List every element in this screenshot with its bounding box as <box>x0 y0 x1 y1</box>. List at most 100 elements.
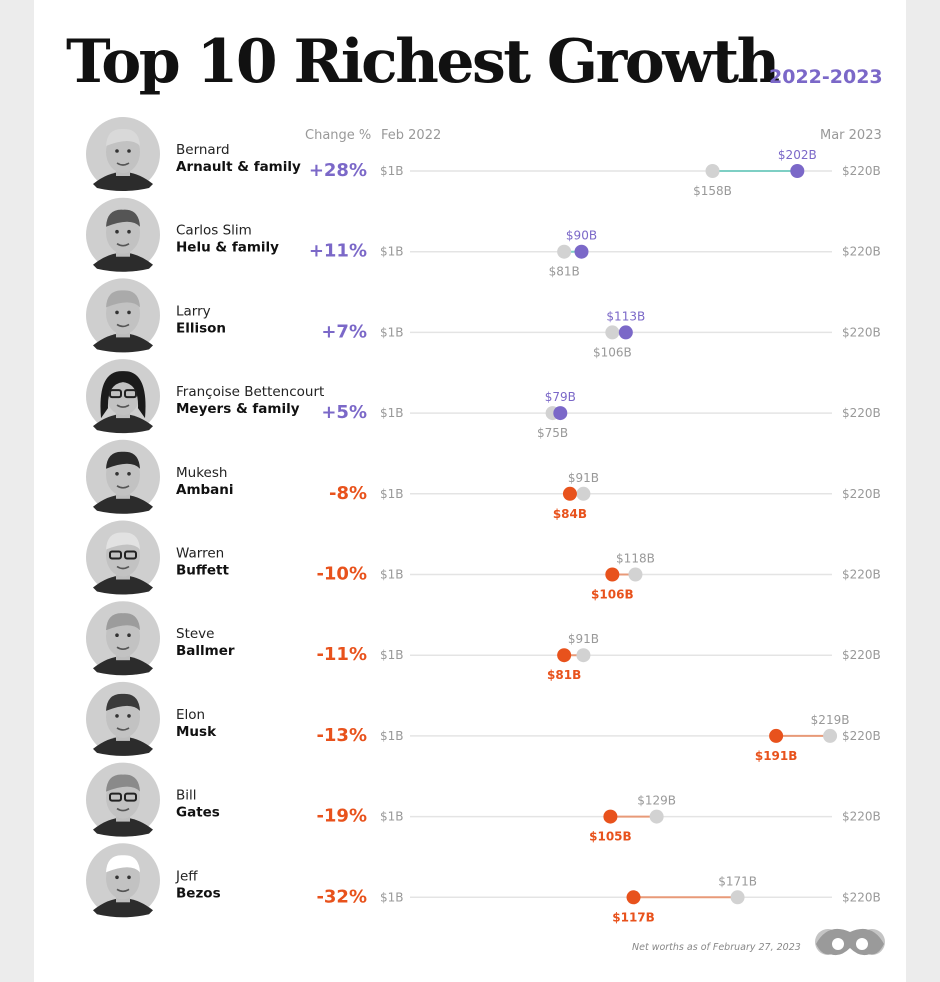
person-first-name: Elon <box>176 707 205 723</box>
avatar-hair <box>106 693 140 711</box>
axis-min-label: $1B <box>380 325 404 339</box>
person-last-name: Arnault & family <box>176 159 301 175</box>
avatar-eye <box>127 472 131 476</box>
avatar-shoulders <box>93 414 153 434</box>
avatar-hair <box>106 290 140 308</box>
avatar-gates <box>86 762 160 837</box>
end-value-label: $81B <box>547 668 581 682</box>
person-last-name: Ambani <box>176 482 234 498</box>
person-first-name: Larry <box>176 303 211 319</box>
end-value-label: $90B <box>566 229 597 243</box>
publisher-logo-icon <box>815 928 885 956</box>
end-column-header: Mar 2023 <box>820 128 882 143</box>
person-last-name: Bezos <box>176 885 221 901</box>
end-value-dot <box>553 406 568 421</box>
person-last-name: Helu & family <box>176 240 279 256</box>
person-last-name: Gates <box>176 805 220 821</box>
end-value-dot <box>603 809 618 824</box>
avatar-bezos <box>86 843 160 918</box>
change-percent: -8% <box>329 483 367 504</box>
person-last-name: Meyers & family <box>176 401 300 417</box>
axis-min-label: $1B <box>380 245 404 259</box>
axis-max-label: $220B <box>842 487 881 501</box>
axis-max-label: $220B <box>842 325 881 339</box>
avatar-shoulders <box>93 817 153 837</box>
avatar-bettencourt <box>86 359 160 434</box>
avatar-shoulders <box>93 172 153 191</box>
avatar-glasses <box>109 550 122 560</box>
change-percent: -32% <box>316 886 367 907</box>
avatar-mouth <box>116 243 130 247</box>
avatar-shoulders <box>93 575 153 595</box>
end-value-label: $79B <box>545 390 576 404</box>
avatar-eye <box>127 714 131 718</box>
axis-max-label: $220B <box>842 164 881 178</box>
avatar-shoulders <box>93 656 153 676</box>
avatar-glasses <box>109 389 122 399</box>
avatar-eye <box>127 633 131 637</box>
start-value-label: $171B <box>718 874 757 888</box>
axis-max-label: $220B <box>842 890 881 904</box>
axis-max-label: $220B <box>842 406 881 420</box>
person-first-name: Steve <box>176 626 214 642</box>
avatar-mouth <box>116 162 130 166</box>
start-value-label: $75B <box>537 426 568 440</box>
avatar-ellison <box>86 278 160 353</box>
axis-max-label: $220B <box>842 568 881 582</box>
start-value-label: $106B <box>593 345 632 359</box>
avatar-hair <box>106 774 140 792</box>
avatar-eye <box>127 875 131 880</box>
avatar-glasses <box>124 550 137 560</box>
avatar-mouth <box>116 565 130 570</box>
avatar-mouth <box>116 646 130 650</box>
axis-min-label: $1B <box>380 810 404 824</box>
axis-max-label: $220B <box>842 810 881 824</box>
avatar-mouth <box>116 485 130 489</box>
start-value-label: $158B <box>693 184 732 198</box>
avatar-mouth <box>116 807 130 812</box>
start-value-label: $91B <box>568 632 599 646</box>
axis-min-label: $1B <box>380 406 404 420</box>
end-value-dot <box>574 244 589 259</box>
start-column-header: Feb 2022 <box>381 128 442 143</box>
avatar-eye <box>115 229 119 234</box>
end-value-dot <box>769 728 784 743</box>
year-range: 2022-2023 <box>769 66 883 88</box>
change-percent: +5% <box>321 402 367 423</box>
avatar-glasses <box>109 792 122 802</box>
avatar-eye <box>127 229 131 234</box>
avatar-musk <box>86 681 160 756</box>
end-value-label: $84B <box>553 507 587 521</box>
avatar-mouth <box>116 727 130 731</box>
avatar-eye <box>115 714 119 718</box>
footnote: Net worths as of February 27, 2023 <box>632 942 801 953</box>
axis-max-label: $220B <box>842 648 881 662</box>
change-percent: -19% <box>316 806 367 827</box>
avatar-mouth <box>116 404 130 408</box>
avatar-hair <box>106 128 140 146</box>
start-value-dot <box>823 728 838 743</box>
avatar-shoulders <box>93 333 153 353</box>
end-value-label: $105B <box>589 830 632 844</box>
axis-max-label: $220B <box>842 245 881 259</box>
avatar-hair <box>106 209 140 227</box>
person-last-name: Buffett <box>176 563 229 579</box>
person-first-name: Jeff <box>175 868 198 884</box>
start-value-dot <box>576 486 591 501</box>
avatar-slim <box>86 197 160 272</box>
avatar-mouth <box>116 888 130 893</box>
end-value-label: $117B <box>612 910 655 924</box>
end-value-label: $106B <box>591 588 634 602</box>
end-value-dot <box>626 890 641 905</box>
end-value-label: $202B <box>778 148 817 162</box>
end-value-dot <box>605 567 620 582</box>
avatar-eye <box>115 310 119 315</box>
person-first-name: Mukesh <box>176 465 227 481</box>
avatar-arnault <box>86 117 160 191</box>
avatar-hair <box>106 613 140 631</box>
axis-max-label: $220B <box>842 729 881 743</box>
change-percent: -10% <box>316 564 367 585</box>
axis-min-label: $1B <box>380 487 404 501</box>
start-value-dot <box>576 648 591 663</box>
person-last-name: Ballmer <box>176 643 235 659</box>
